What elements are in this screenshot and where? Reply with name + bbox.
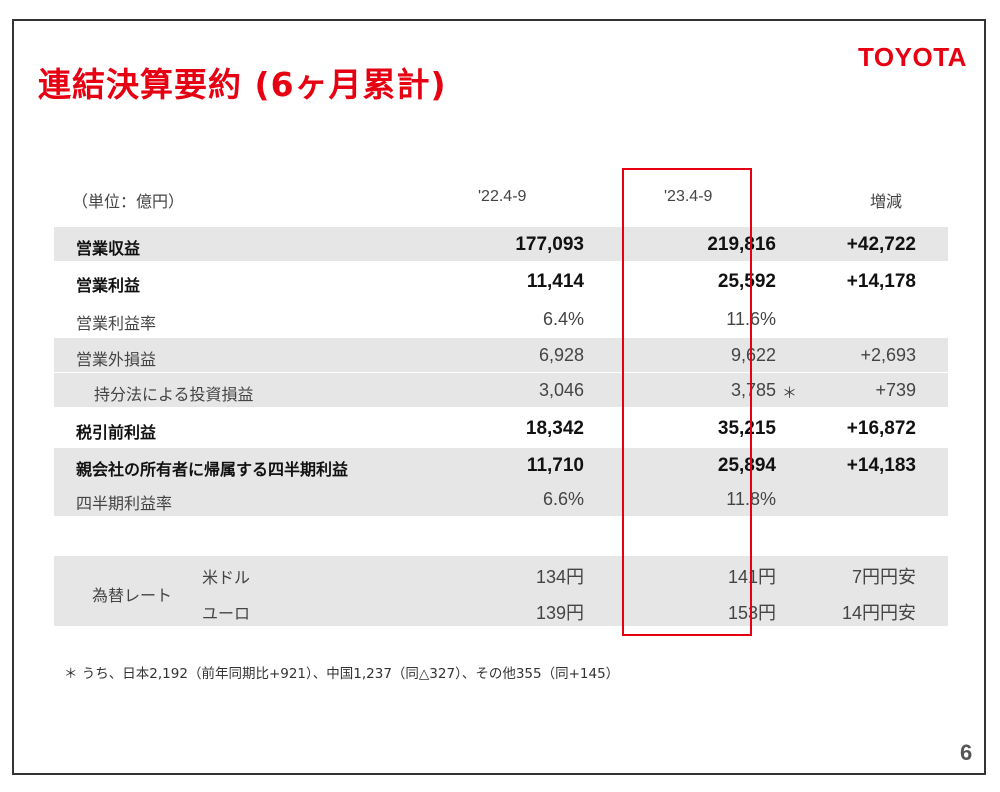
value-fy23: 25,894 [717,455,776,476]
fx-eur-label: ユーロ [202,604,251,623]
slide-frame [12,19,986,775]
value-fy22: 3,046 [538,380,584,400]
value-change: +14,178 [846,271,916,292]
table-row-net-margin: 四半期利益率 6.6% 11.8% [54,482,948,516]
row-label: 親会社の所有者に帰属する四半期利益 [76,460,349,479]
footnote: ＊ うち、日本2,192（前年同期比+921）、中国1,237（同△327）、そ… [64,666,620,682]
fx-usd-fy22: 134円 [535,567,584,587]
value-fy23: 25,592 [717,271,776,292]
value-fy23: 3,785 [730,380,776,400]
column-header-fy22: '22.4-9 [478,188,527,205]
value-fy22: 6.6% [542,489,584,509]
row-label: 営業外損益 [76,350,157,369]
fx-rate-label: 為替レート [92,586,173,605]
fx-eur-fy22: 139円 [535,603,584,623]
table-row-revenue: 営業収益 177,093 219,816 +42,722 [54,227,948,261]
toyota-logo: TOYOTA [858,42,967,72]
value-fy23: 35,215 [717,418,776,439]
row-label: 持分法による投資損益 [94,385,254,404]
value-change: +16,872 [846,418,916,439]
table-row-net-income: 親会社の所有者に帰属する四半期利益 11,710 25,894 +14,183 [54,448,948,482]
table-row-operating-margin: 営業利益率 6.4% 11.6% [54,302,948,336]
fx-usd-label: 米ドル [202,568,251,587]
slide-title: 連結決算要約 (6ヶ月累計) [38,65,447,104]
unit-label: （単位：億円） [72,194,185,211]
value-change: +2,693 [860,345,916,365]
value-fy22: 18,342 [525,418,584,439]
value-fy22: 6,928 [538,345,584,365]
table-row-pretax-income: 税引前利益 18,342 35,215 +16,872 [54,411,948,445]
value-fy23: 9,622 [730,345,776,365]
column-header-fy23: '23.4-9 [664,188,713,205]
value-change: +14,183 [846,455,916,476]
footnote-asterisk: ＊ [782,384,798,402]
fx-rate-block: 為替レート 米ドル 134円 141円 7円円安 ユーロ 139円 153円 1… [54,556,948,626]
table-row-operating-income: 営業利益 11,414 25,592 +14,178 [54,264,948,298]
value-fy22: 11,414 [526,271,584,292]
value-change: +739 [875,380,916,400]
row-label: 営業収益 [76,239,141,258]
column-header-change: 増減 [870,194,903,211]
row-label: 営業利益率 [76,314,157,333]
value-fy23: 219,816 [707,234,776,255]
value-fy22: 177,093 [515,234,584,255]
row-label: 税引前利益 [76,423,157,442]
page-number: 6 [960,740,973,765]
value-change: +42,722 [846,234,916,255]
value-fy22: 11,710 [526,455,584,476]
fx-eur-change: 14円円安 [841,603,916,623]
row-label: 営業利益 [76,276,141,295]
table-row-equity-method: 持分法による投資損益 3,046 3,785 ＊ +739 [54,373,948,407]
value-fy22: 6.4% [542,309,584,329]
fy23-highlight-box [622,168,752,636]
row-label: 四半期利益率 [76,494,173,513]
fx-usd-change: 7円円安 [851,567,916,587]
table-row-non-operating: 営業外損益 6,928 9,622 +2,693 [54,338,948,372]
